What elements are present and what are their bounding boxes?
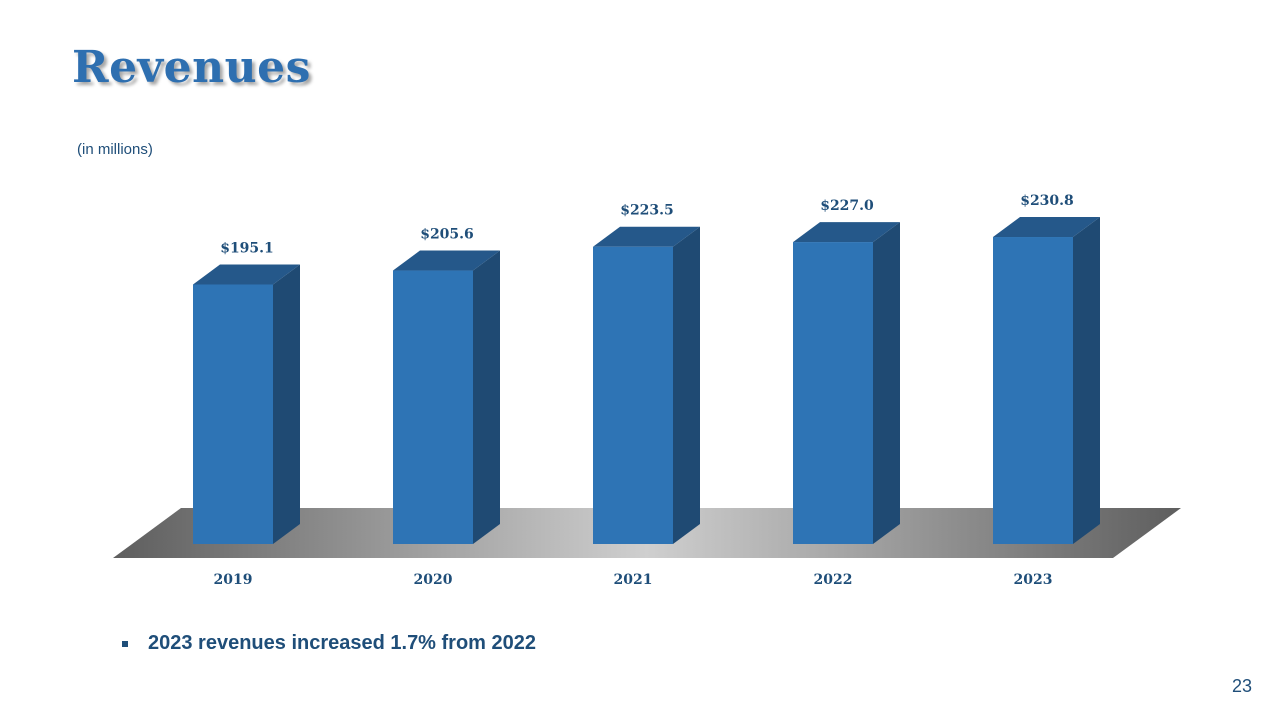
x-tick-label: 2021 (614, 572, 653, 588)
bar-top-face (993, 217, 1100, 238)
units-note: (in millions) (77, 141, 153, 158)
x-tick-label: 2019 (214, 572, 253, 588)
bar-2021 (593, 226, 700, 544)
page-number: 23 (1231, 676, 1252, 696)
bar-side-face (1073, 217, 1100, 545)
bar-side-face (273, 264, 300, 544)
x-tick-label: 2020 (414, 572, 453, 588)
bullet-marker-icon (122, 641, 128, 647)
bar-side-face (873, 222, 900, 544)
bar-front-face (993, 237, 1073, 545)
bar-value-label: $230.8 (1020, 193, 1074, 209)
bar-value-label: $205.6 (420, 227, 474, 243)
slide-title: Revenues (72, 42, 311, 93)
bar-value-label: $195.1 (220, 241, 274, 257)
bar-2022 (793, 222, 900, 544)
bar-front-face (593, 246, 673, 544)
bar-2023 (993, 217, 1100, 545)
x-tick-label: 2022 (814, 572, 853, 588)
bar-value-label: $223.5 (620, 203, 674, 219)
bar-front-face (393, 270, 473, 544)
bullet-point: 2023 revenues increased 1.7% from 2022 (122, 632, 536, 655)
bar-top-face (793, 222, 900, 243)
bar-side-face (673, 226, 700, 544)
bar-front-face (793, 242, 873, 544)
bar-side-face (473, 250, 500, 544)
bar-value-label: $227.0 (820, 198, 874, 214)
bar-2019 (193, 264, 300, 544)
bar-top-face (393, 250, 500, 271)
bullet-text: 2023 revenues increased 1.7% from 2022 (148, 632, 537, 654)
bar-top-face (593, 226, 700, 247)
x-tick-label: 2023 (1014, 572, 1053, 588)
bar-top-face (193, 264, 300, 285)
bar-2020 (393, 250, 500, 544)
bar-front-face (193, 284, 273, 544)
